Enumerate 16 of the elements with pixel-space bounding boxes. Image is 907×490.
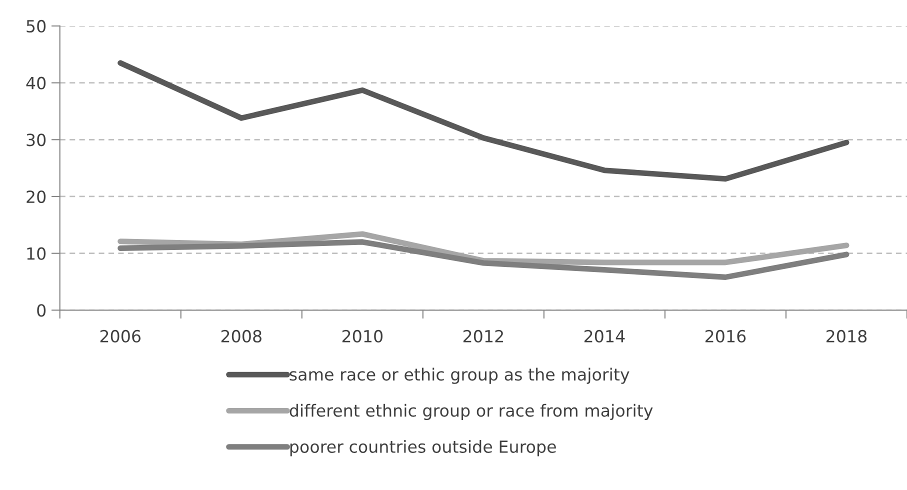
legend-label: same race or ethic group as the majority [290,368,630,384]
y-tick-label: 0 [37,304,46,317]
y-tick-label: 10 [27,247,46,260]
x-tick-label: 2012 [463,330,503,343]
y-tick-label: 50 [26,20,46,33]
y-tick-label: 20 [26,190,46,204]
x-tick-label: 2014 [584,330,625,343]
legend-label: different ethnic group or race from majority [290,404,653,420]
x-tick-label: 2010 [342,330,383,343]
x-tick-label: 2006 [100,330,141,343]
x-tick-label: 2018 [826,330,867,343]
x-tick-label: 2016 [705,330,746,343]
legend-label: poorer countries outside Europe [290,440,556,456]
y-tick-label: 40 [26,76,46,90]
y-tick-label: 30 [26,134,46,146]
x-tick-label: 2008 [221,330,262,343]
